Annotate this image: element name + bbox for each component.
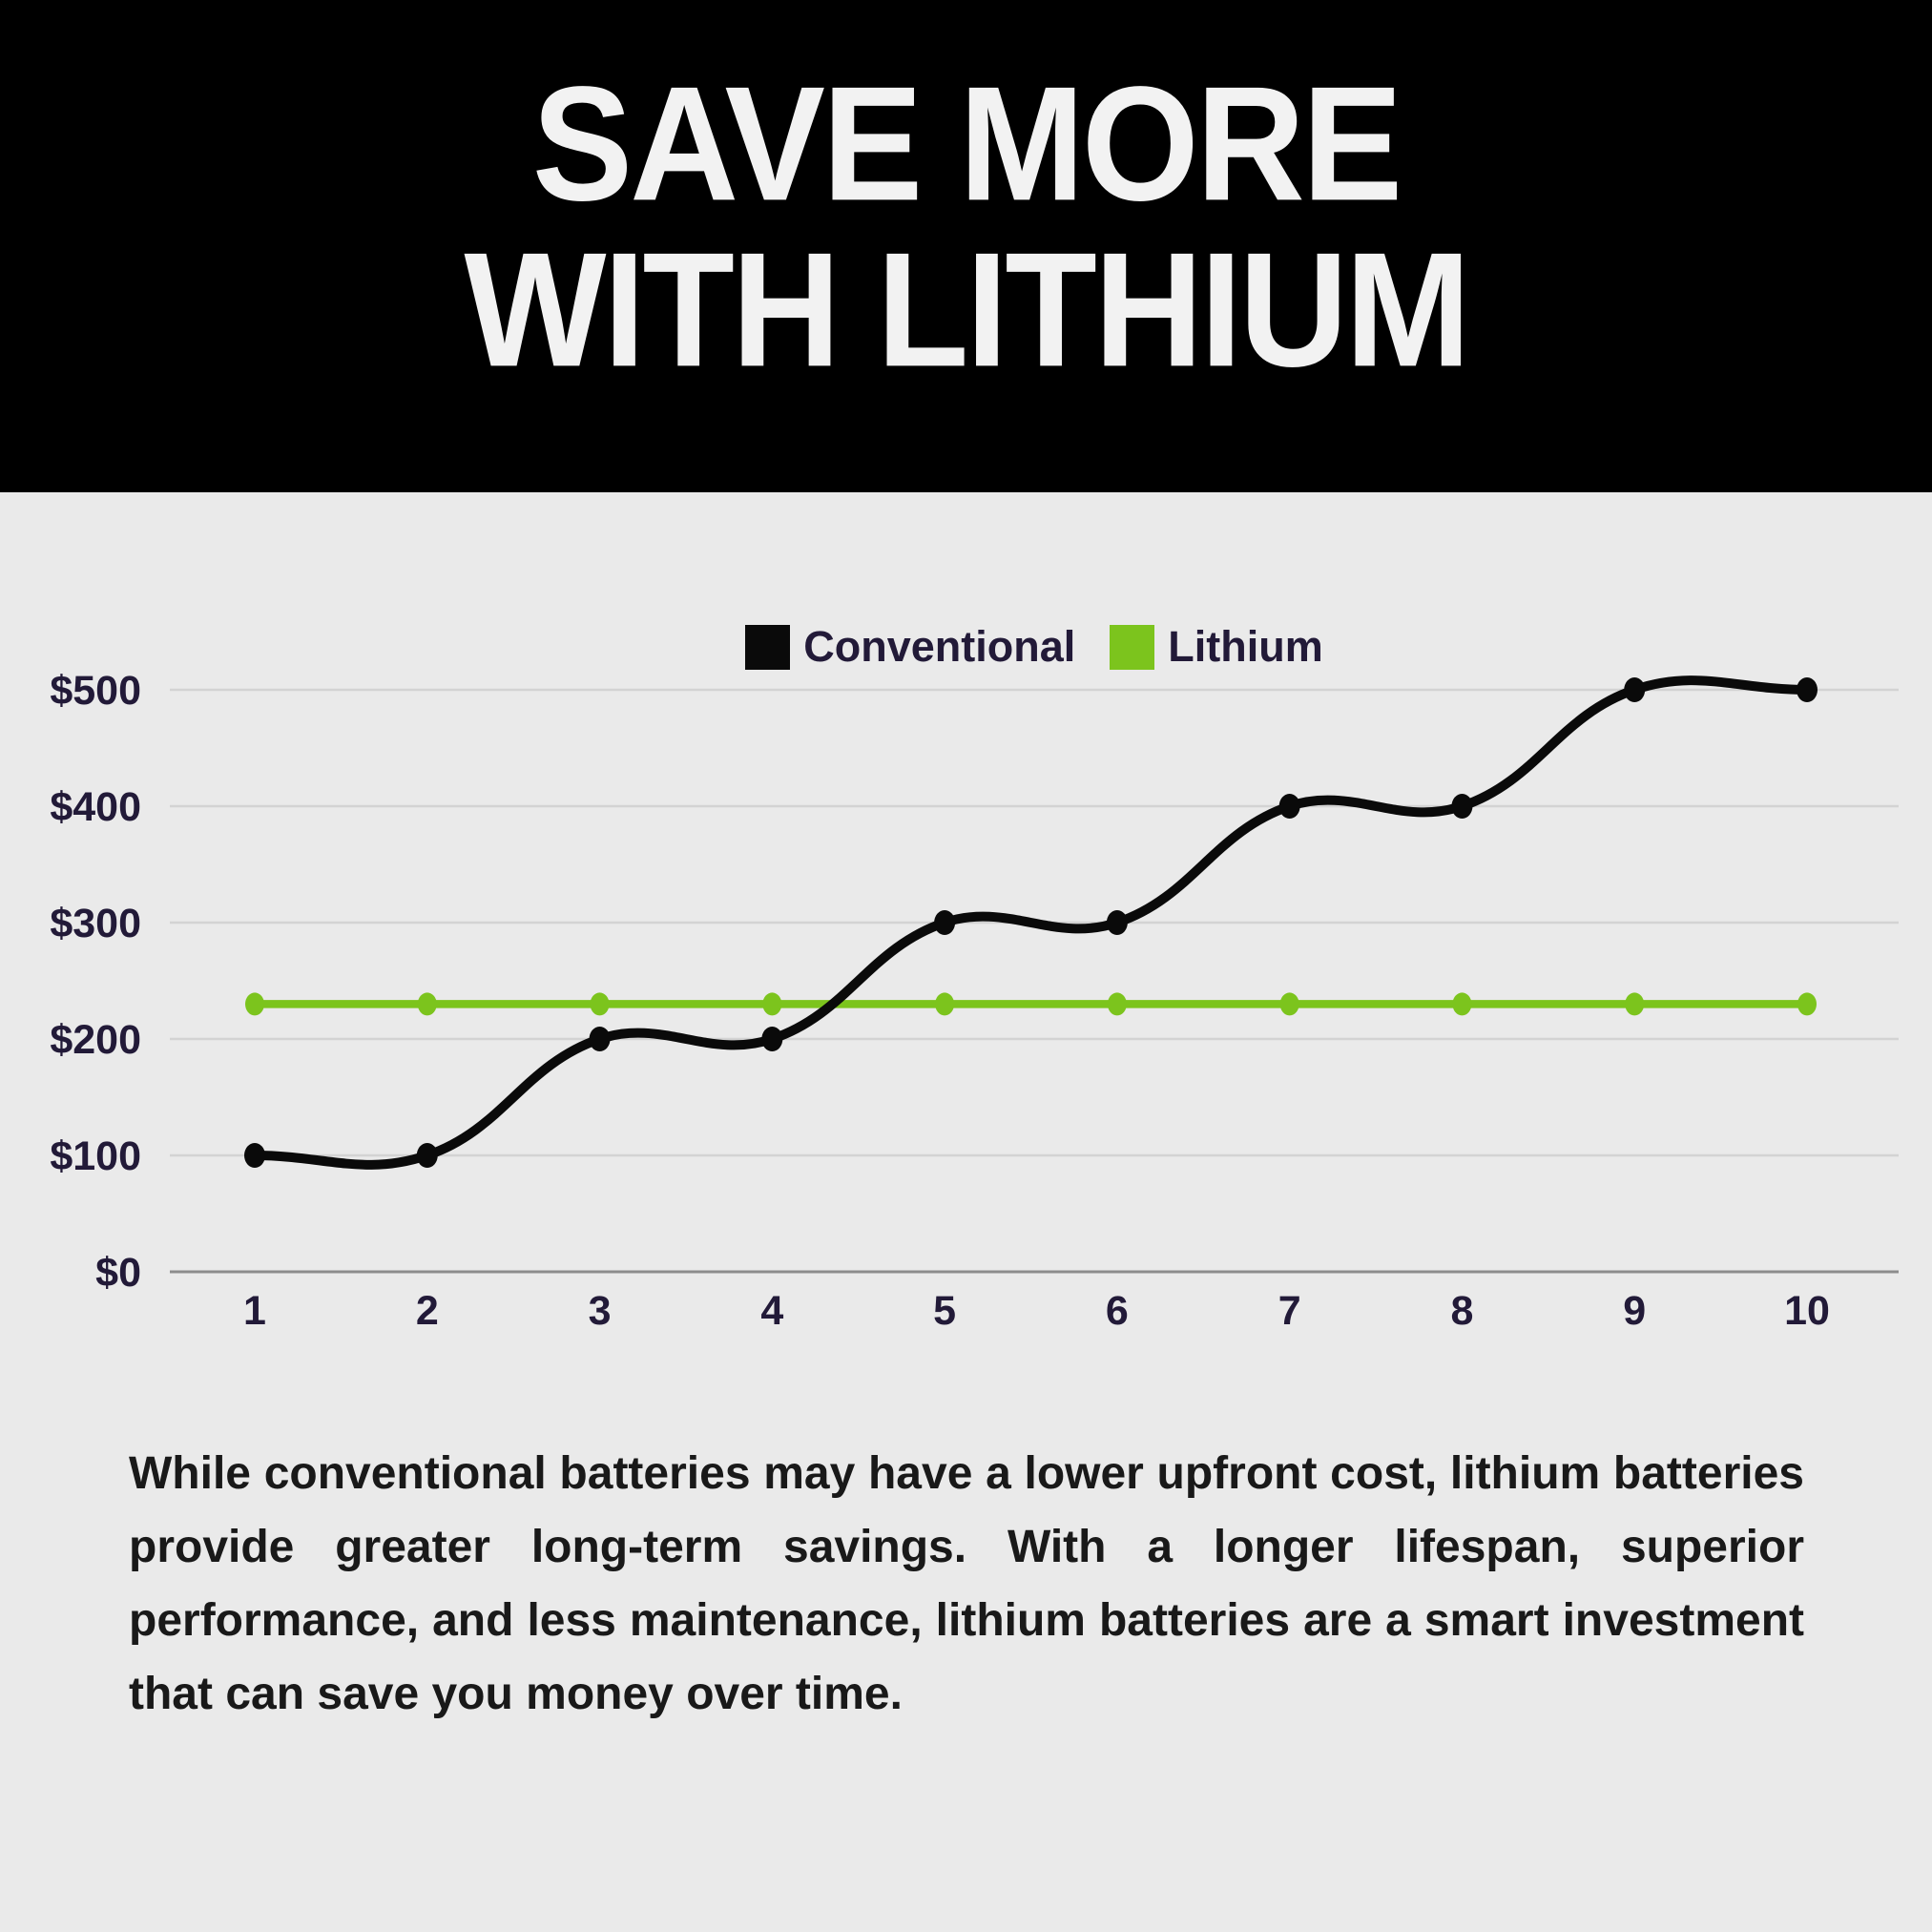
x-tick-label: 1	[243, 1288, 266, 1334]
y-tick-label: $300	[50, 901, 141, 946]
page-title-line-1: SAVE MORE	[531, 52, 1402, 236]
x-tick-label: 9	[1623, 1288, 1646, 1334]
data-point-conventional	[1106, 910, 1128, 935]
y-tick-label: $0	[95, 1250, 141, 1296]
chart-legend: Conventional Lithium	[170, 618, 1899, 675]
x-tick-label: 4	[760, 1288, 783, 1334]
y-tick-label: $200	[50, 1017, 141, 1063]
y-tick-label: $100	[50, 1133, 141, 1179]
page-title-line-2: WITH LITHIUM	[464, 218, 1470, 402]
legend-item-conventional: Conventional	[745, 622, 1075, 672]
data-point-lithium	[245, 992, 264, 1016]
legend-item-lithium: Lithium	[1110, 622, 1323, 672]
data-point-lithium	[1797, 992, 1817, 1016]
data-point-lithium	[762, 992, 782, 1016]
legend-swatch-conventional	[745, 624, 791, 670]
data-point-conventional	[589, 1027, 611, 1051]
data-point-lithium	[1107, 992, 1127, 1016]
data-point-lithium	[590, 992, 610, 1016]
data-point-conventional	[1624, 677, 1646, 702]
data-point-conventional	[244, 1143, 265, 1168]
x-tick-label: 5	[933, 1288, 956, 1334]
x-tick-label: 2	[416, 1288, 439, 1334]
legend-swatch-lithium	[1110, 624, 1155, 670]
x-tick-label: 8	[1450, 1288, 1473, 1334]
legend-label-lithium: Lithium	[1168, 622, 1323, 671]
data-point-lithium	[1279, 992, 1299, 1016]
y-tick-label: $400	[50, 784, 141, 830]
x-tick-label: 7	[1278, 1288, 1301, 1334]
data-point-conventional	[1278, 794, 1300, 819]
data-point-conventional	[1451, 794, 1473, 819]
data-point-conventional	[416, 1143, 438, 1168]
x-tick-label: 10	[1784, 1288, 1830, 1334]
data-point-conventional	[1797, 677, 1818, 702]
data-point-lithium	[1625, 992, 1645, 1016]
data-point-conventional	[761, 1027, 783, 1051]
x-tick-label: 3	[589, 1288, 612, 1334]
x-tick-label: 6	[1106, 1288, 1129, 1334]
description-paragraph: While conventional batteries may have a …	[129, 1448, 1804, 1719]
data-point-lithium	[935, 992, 955, 1016]
header-banner: SAVE MORE WITH LITHIUM	[0, 0, 1932, 492]
data-point-conventional	[934, 910, 956, 935]
data-point-lithium	[1452, 992, 1472, 1016]
series-line-conventional	[250, 675, 1812, 1170]
legend-label-conventional: Conventional	[803, 622, 1076, 671]
data-point-lithium	[417, 992, 437, 1016]
y-tick-label: $500	[50, 668, 141, 714]
